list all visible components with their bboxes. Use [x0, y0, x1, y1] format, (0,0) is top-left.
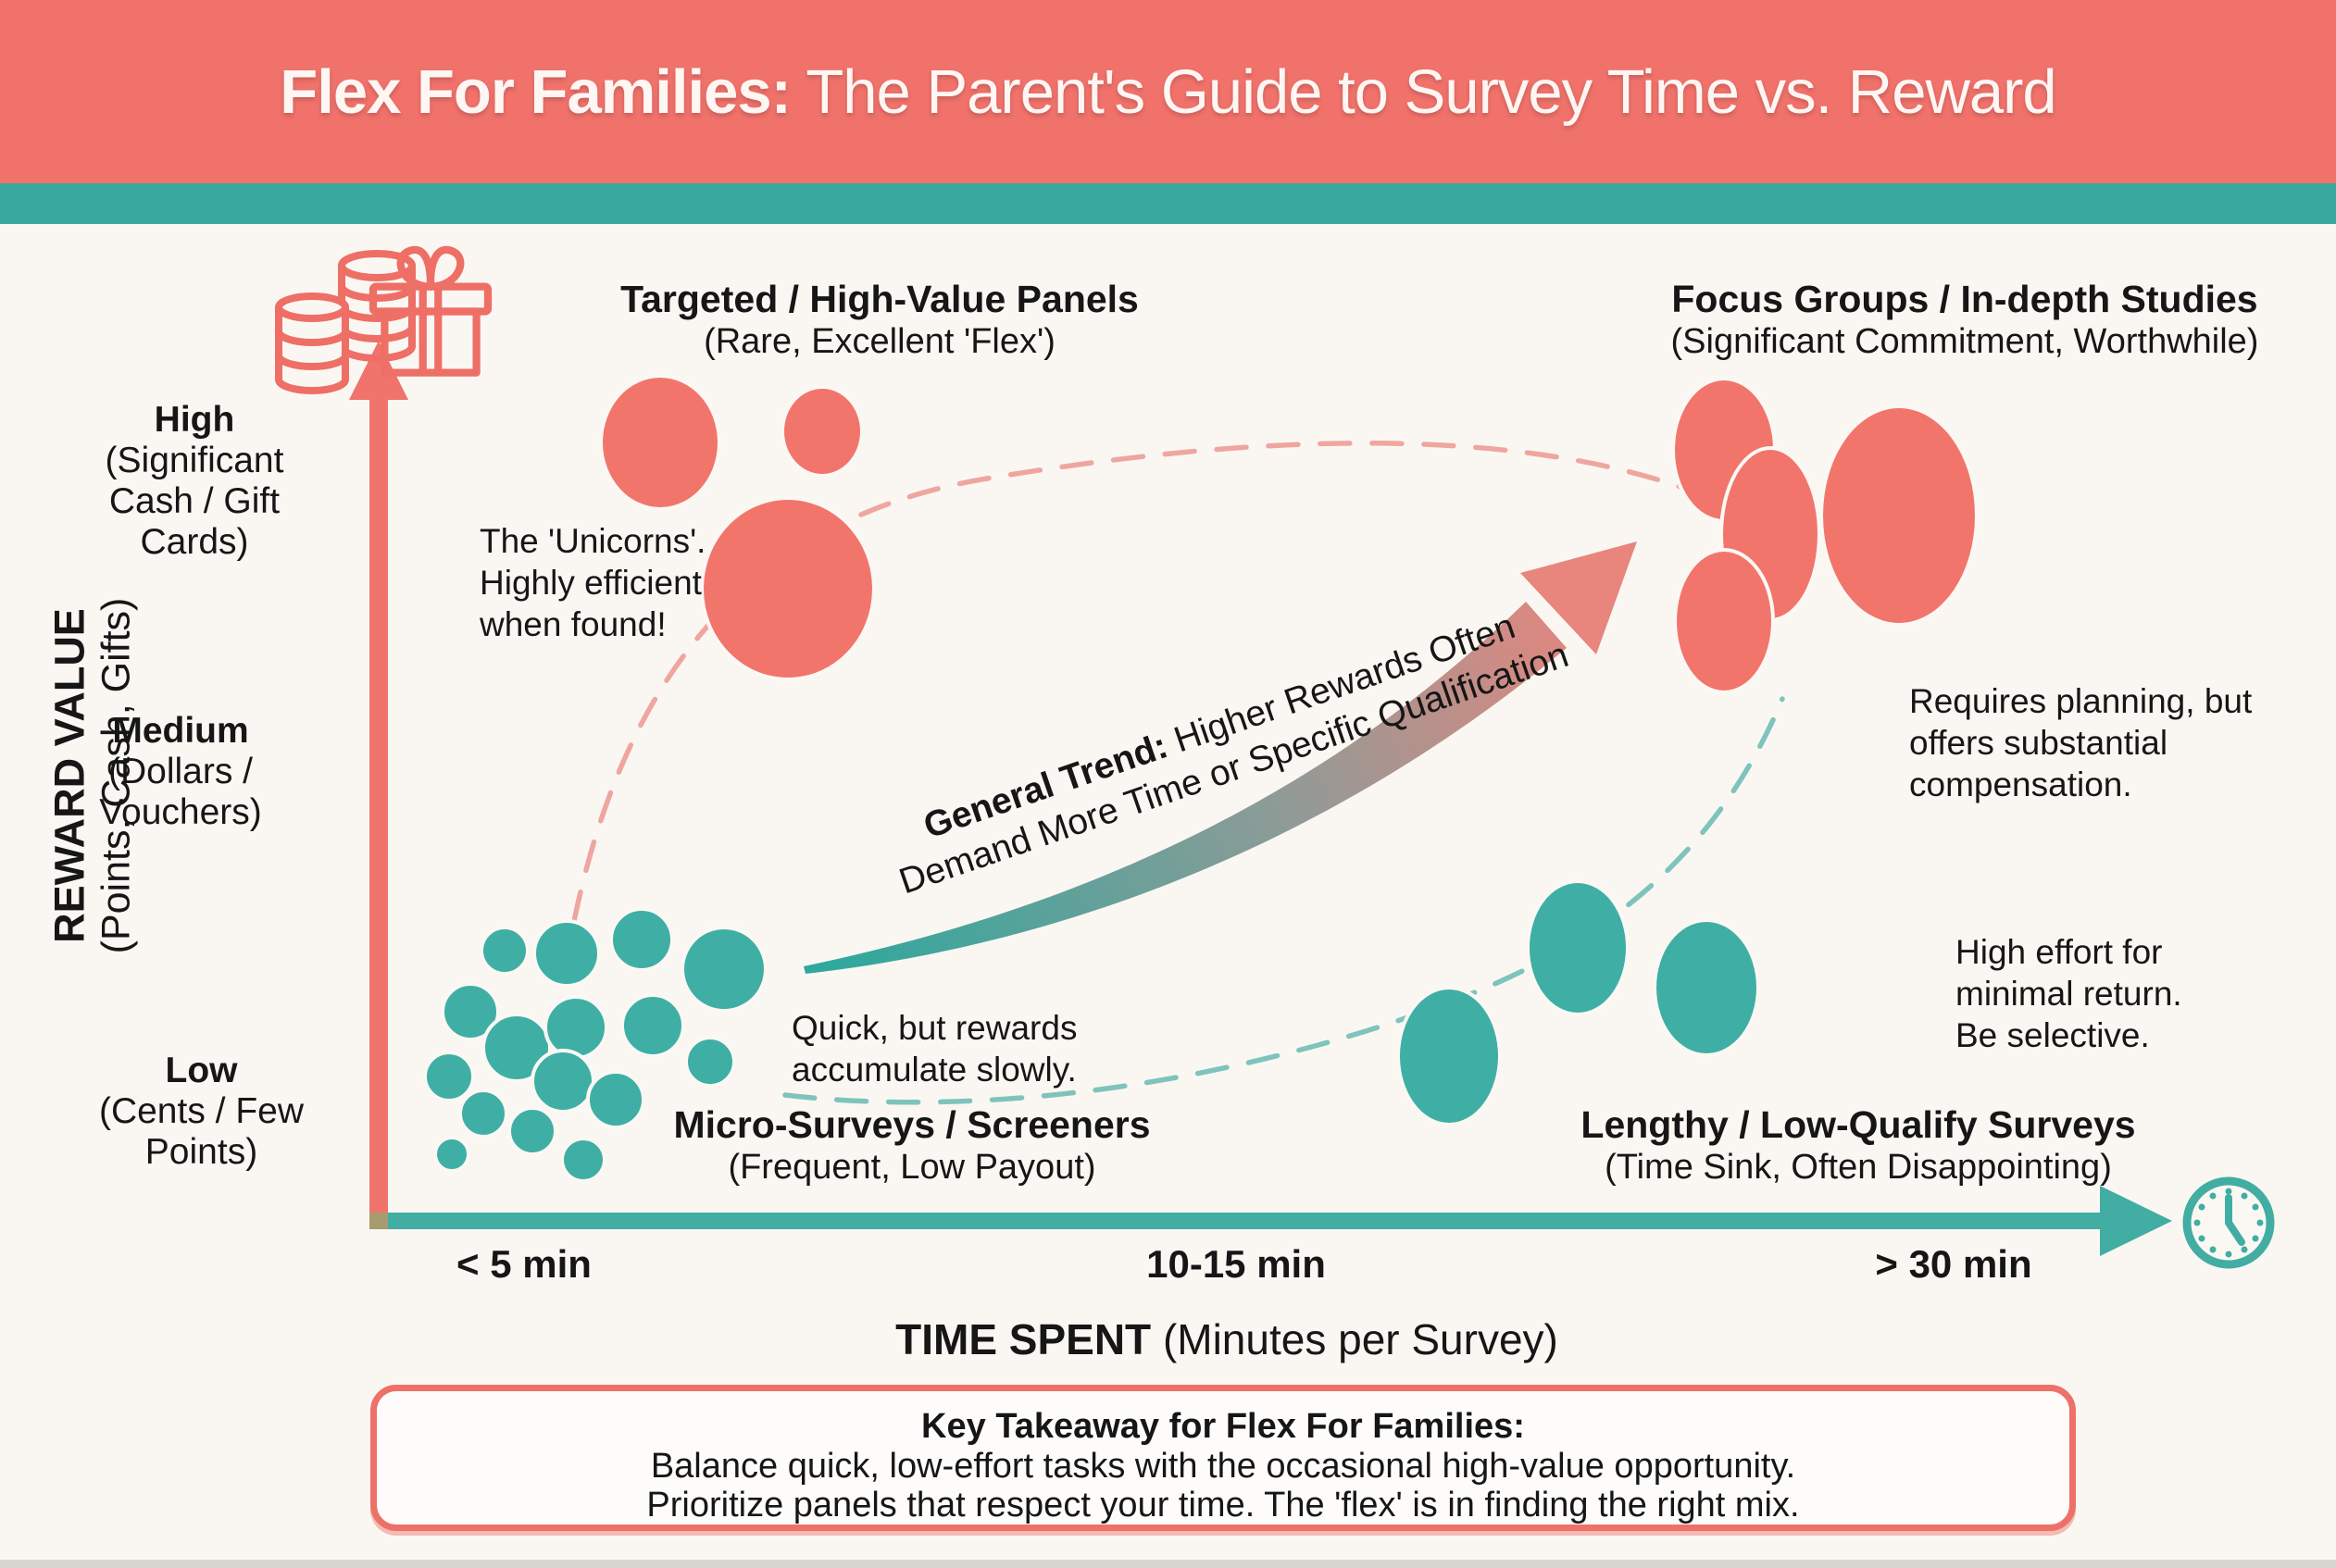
clock-icon — [2178, 1172, 2280, 1274]
takeaway-title: Key Takeaway for Flex For Families: — [921, 1407, 1525, 1446]
bottom-edge-strip — [0, 1560, 2336, 1568]
cluster-title-lengthy-sub: (Time Sink, Often Disappointing) — [1605, 1148, 2112, 1187]
y-tick-high-sub: (Significant Cash / Gift Cards) — [105, 441, 284, 562]
micro-bubble — [681, 926, 768, 1013]
micro-bubble — [532, 919, 601, 988]
y-tick-low-label: Low — [165, 1051, 238, 1090]
note-micro: Quick, but rewards accumulate slowly. — [792, 1009, 1078, 1089]
note-focus: Requires planning, but offers substantia… — [1909, 682, 2253, 803]
x-axis-title-sub: (Minutes per Survey) — [1151, 1315, 1558, 1363]
note-lengthy: High effort for minimal return. Be selec… — [1955, 933, 2182, 1054]
y-tick-medium: Medium (Dollars / Vouchers) — [23, 711, 338, 833]
y-tick-high: High (Significant Cash / Gift Cards) — [37, 400, 352, 563]
focus-bubble — [1819, 404, 1979, 627]
x-axis-title-main: TIME SPENT — [895, 1315, 1152, 1363]
y-tick-high-label: High — [154, 400, 235, 440]
micro-bubble — [586, 1070, 645, 1129]
x-tick-10-15: 10-15 min — [1146, 1242, 1326, 1286]
cluster-title-focus-sub: (Significant Commitment, Worthwhile) — [1670, 322, 2259, 361]
micro-bubble — [609, 907, 674, 972]
cluster-title-micro-main: Micro-Surveys / Screeners — [673, 1103, 1151, 1146]
micro-bubble — [560, 1137, 606, 1183]
takeaway-line1: Balance quick, low-effort tasks with the… — [650, 1447, 1796, 1486]
y-tick-medium-label: Medium — [112, 711, 249, 751]
cluster-title-lengthy: Lengthy / Low-Qualify Surveys (Time Sink… — [1580, 1103, 2135, 1188]
x-axis-arrowhead — [2100, 1186, 2172, 1256]
micro-bubble — [458, 1089, 508, 1139]
micro-bubble — [684, 1036, 736, 1088]
micro-bubble — [433, 1136, 470, 1173]
x-axis-title: TIME SPENT (Minutes per Survey) — [895, 1314, 1558, 1364]
lengthy-bubble — [1396, 986, 1502, 1126]
cluster-title-lengthy-main: Lengthy / Low-Qualify Surveys — [1580, 1103, 2136, 1146]
micro-bubble — [507, 1106, 557, 1156]
cluster-title-focus: Focus Groups / In-depth Studies (Signifi… — [1671, 278, 2259, 363]
cluster-title-micro: Micro-Surveys / Screeners (Frequent, Low… — [673, 1103, 1150, 1188]
targeted-bubble — [599, 374, 721, 511]
page-title-brand: Flex For Families: — [280, 56, 792, 127]
micro-bubble — [531, 1049, 595, 1114]
trend-line1: General Trend: Higher Rewards Often — [757, 549, 1682, 904]
cluster-title-micro-sub: (Frequent, Low Payout) — [728, 1148, 1096, 1187]
header-accent-stripe — [0, 183, 2336, 224]
micro-bubble — [423, 1051, 475, 1102]
micro-bubble — [620, 993, 685, 1058]
x-axis-line — [378, 1213, 2102, 1229]
page-title-rest: The Parent's Guide to Survey Time vs. Re… — [790, 56, 2056, 127]
axis-origin-corner — [369, 1213, 388, 1229]
key-takeaway-box: Key Takeaway for Flex For Families: Bala… — [370, 1385, 2076, 1531]
cluster-title-targeted: Targeted / High-Value Panels (Rare, Exce… — [620, 278, 1139, 363]
takeaway-line2: Prioritize panels that respect your time… — [646, 1486, 1800, 1524]
targeted-bubble — [781, 385, 864, 478]
note-targeted: The 'Unicorns'. Highly efficient when fo… — [480, 522, 706, 643]
y-tick-low: Low (Cents / Few Points) — [46, 1051, 356, 1173]
x-tick-under5: < 5 min — [456, 1242, 592, 1286]
micro-bubble — [480, 926, 530, 976]
header-banner: Flex For Families: The Parent's Guide to… — [0, 0, 2336, 183]
page-title: Flex For Families: The Parent's Guide to… — [280, 56, 2056, 128]
y-axis-line — [369, 396, 388, 1229]
cluster-title-targeted-main: Targeted / High-Value Panels — [620, 278, 1139, 320]
focus-bubble — [1673, 548, 1775, 694]
lengthy-bubble — [1653, 918, 1760, 1057]
cluster-title-targeted-sub: (Rare, Excellent 'Flex') — [704, 322, 1056, 361]
cluster-title-focus-main: Focus Groups / In-depth Studies — [1671, 278, 2258, 320]
lengthy-bubble — [1526, 879, 1630, 1016]
y-tick-low-sub: (Cents / Few Points) — [98, 1091, 305, 1172]
targeted-bubble — [700, 496, 876, 681]
x-tick-over30: > 30 min — [1875, 1242, 2032, 1286]
gift-icon — [361, 239, 500, 382]
y-tick-medium-sub: (Dollars / Vouchers) — [99, 752, 262, 832]
